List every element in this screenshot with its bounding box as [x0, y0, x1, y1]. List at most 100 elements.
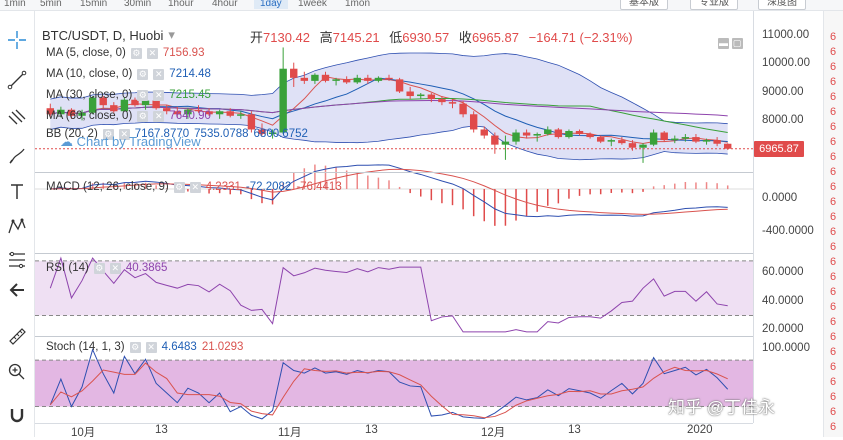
ma5-legend[interactable]: MA (5, close, 0) ⚙ ✕ 7156.93: [46, 47, 204, 59]
tradingview-logo[interactable]: ☁ Chart by TradingView: [60, 134, 201, 150]
trend-line-icon[interactable]: [0, 67, 34, 93]
symbol-dropdown-icon[interactable]: ▾: [168, 27, 175, 42]
settings-icon[interactable]: ⚙: [93, 262, 105, 274]
crosshair-icon[interactable]: [0, 27, 34, 53]
side-value: 6: [830, 271, 837, 283]
ruler-icon[interactable]: [0, 323, 34, 349]
candle-body: [639, 144, 647, 148]
side-value: 6: [830, 376, 837, 388]
pitchfork-icon[interactable]: [0, 105, 34, 131]
settings-icon[interactable]: ⚙: [137, 68, 149, 80]
candle-body: [681, 137, 690, 139]
text-icon[interactable]: [0, 179, 34, 205]
brush-icon[interactable]: [0, 143, 34, 169]
settings-icon[interactable]: ⚙: [129, 341, 141, 353]
settings-icon[interactable]: ⚙: [173, 181, 185, 193]
settings-icon[interactable]: ⚙: [102, 128, 114, 140]
rsi-tick: 40.0000: [762, 295, 804, 307]
close-icon[interactable]: ✕: [145, 341, 157, 353]
candle-body: [565, 130, 573, 138]
open-label: 开: [250, 30, 264, 45]
close-icon[interactable]: ✕: [146, 47, 158, 59]
candle-body: [131, 99, 139, 106]
close-icon[interactable]: ✕: [118, 128, 130, 140]
tf-1min[interactable]: 1min: [4, 0, 26, 9]
symbol-title-row: BTC/USDT, D, Huobi ▾: [42, 27, 175, 43]
candle-body: [480, 129, 488, 136]
close-icon[interactable]: ✕: [189, 181, 201, 193]
close-icon[interactable]: ✕: [109, 262, 121, 274]
panel-separator-macd-rsi[interactable]: [35, 253, 753, 254]
candle-body: [374, 77, 383, 81]
low-label: 低: [389, 30, 403, 45]
symbol-title[interactable]: BTC/USDT, D, Huobi: [42, 27, 164, 43]
zoom-in-icon[interactable]: [0, 359, 34, 385]
candle-body: [660, 132, 668, 141]
fib-icon[interactable]: [0, 247, 34, 273]
candle-body: [364, 77, 372, 81]
candle-body: [163, 108, 171, 112]
tf-1week[interactable]: 1week: [298, 0, 327, 9]
tf-1hour[interactable]: 1hour: [168, 0, 194, 9]
tf-5min[interactable]: 5min: [40, 0, 62, 9]
candle-body: [607, 140, 615, 142]
side-value: 6: [830, 421, 837, 433]
tf-15min[interactable]: 15min: [80, 0, 108, 9]
bb-legend[interactable]: BB (20, 2) ⚙ ✕ 7167.8770 7535.0788 6800.6…: [46, 128, 308, 140]
candle-body: [671, 138, 679, 141]
bb-basis-value: 7167.8770: [134, 128, 190, 140]
timeframe-bar: 1min 5min 15min 30min 1hour 4hour 1day 1…: [0, 0, 843, 11]
depth-chart-button[interactable]: 深度图: [758, 0, 806, 10]
side-value: 6: [830, 361, 837, 373]
panel-separator-rsi-stoch[interactable]: [35, 336, 753, 337]
settings-icon[interactable]: ⚙: [137, 89, 149, 101]
side-value: 6: [830, 46, 837, 58]
candle-body: [300, 77, 309, 81]
side-value: 6: [830, 316, 837, 328]
minimize-panel-icon[interactable]: ▬: [718, 38, 729, 49]
ma60-line: [50, 100, 728, 117]
ma30-legend[interactable]: MA (30, close, 0) ⚙ ✕ 7215.45: [46, 89, 211, 101]
maximize-panel-icon[interactable]: ▢: [731, 38, 743, 49]
close-icon[interactable]: ✕: [153, 110, 165, 122]
pro-version-button[interactable]: 专业版: [690, 0, 738, 10]
candle-body: [290, 68, 298, 78]
candle-body: [215, 111, 224, 115]
ma60-legend[interactable]: MA (60, close, 0) ⚙ ✕ 7640.90: [46, 110, 211, 122]
close-icon[interactable]: ✕: [153, 89, 165, 101]
side-value: 6: [830, 76, 837, 88]
rsi-legend[interactable]: RSI (14) ⚙ ✕ 40.3865: [46, 262, 167, 274]
close-value: 6965.87: [471, 30, 519, 45]
close-icon[interactable]: ✕: [153, 68, 165, 80]
rsi-label: RSI (14): [46, 262, 89, 274]
time-tick: 11月: [278, 427, 302, 439]
time-tick: 2020: [687, 424, 713, 436]
basic-version-button[interactable]: 基本版: [620, 0, 668, 10]
candle-body: [395, 79, 404, 92]
settings-icon[interactable]: ⚙: [130, 47, 142, 59]
price-scale[interactable]: 11000.00 10000.00 9000.00 8000.00 0.0000…: [753, 11, 824, 423]
macd-legend[interactable]: MACD (12, 26, close, 9) ⚙ ✕ 4.2331 -72.20…: [46, 181, 342, 193]
candle-body: [713, 140, 721, 144]
side-value: 6: [830, 256, 837, 268]
watermark: 知乎 @丁佳永: [668, 398, 775, 417]
time-scale[interactable]: 10月 13 11月 13 12月 13 2020: [35, 423, 753, 439]
tf-1day[interactable]: 1day: [254, 0, 288, 9]
chart-area[interactable]: [35, 11, 753, 423]
pattern-icon[interactable]: [0, 213, 34, 239]
rsi-band: [35, 260, 753, 316]
stoch-legend[interactable]: Stoch (14, 1, 3) ⚙ ✕ 4.6483 21.0293: [46, 341, 243, 353]
ma10-label: MA (10, close, 0): [46, 68, 133, 80]
panel-separator-price-macd[interactable]: [35, 172, 753, 173]
tf-1mon[interactable]: 1mon: [345, 0, 371, 9]
magnet-icon[interactable]: [0, 403, 34, 429]
tf-4hour[interactable]: 4hour: [212, 0, 238, 9]
chart-canvas[interactable]: [35, 11, 753, 423]
ma10-value: 7214.48: [169, 68, 211, 80]
settings-icon[interactable]: ⚙: [137, 110, 149, 122]
tf-30min[interactable]: 30min: [124, 0, 152, 9]
stoch-band: [35, 360, 753, 407]
ma10-legend[interactable]: MA (10, close, 0) ⚙ ✕ 7214.48: [46, 68, 211, 80]
back-arrow-icon[interactable]: [0, 277, 34, 303]
high-value: 7145.21: [332, 30, 380, 45]
